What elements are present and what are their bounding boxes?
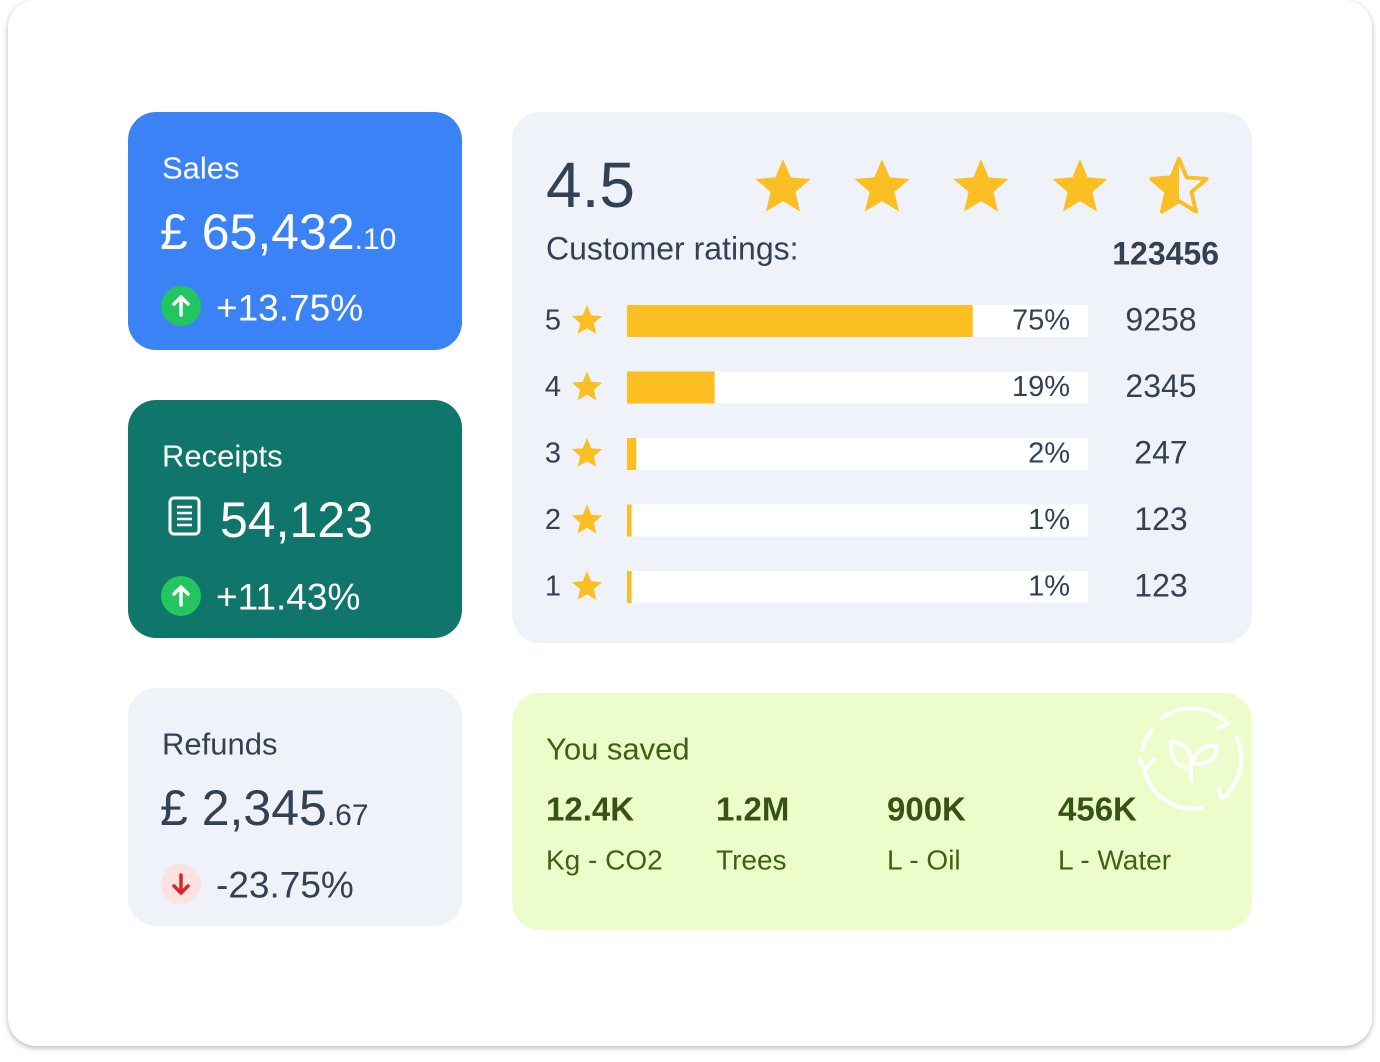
decimals: .67 <box>326 799 369 832</box>
decimals: .10 <box>354 223 397 256</box>
recycle-icon <box>1138 706 1244 811</box>
amount: £ 65,432 <box>160 204 355 260</box>
down-badge <box>161 864 201 904</box>
sales-card: Sales £ 65,432.10 +13.75% <box>128 112 462 350</box>
refunds-change: -23.75% <box>216 864 354 906</box>
sales-amount: £ 65,432.10 <box>160 207 396 257</box>
sales-change: +13.75% <box>216 287 364 329</box>
savings-card: You saved <box>512 693 1252 930</box>
receipt-icon <box>168 496 201 536</box>
ratings-card <box>512 112 1252 643</box>
refunds-card: Refunds £ 2,345.67 -23.75% <box>128 688 462 926</box>
refunds-amount: £ 2,345.67 <box>160 783 369 833</box>
refunds-label: Refunds <box>162 726 278 762</box>
receipts-amount: 54,123 <box>220 492 373 548</box>
receipts-card: Receipts 54,123 +11.43% <box>128 400 462 638</box>
savings-title: You saved <box>546 731 690 767</box>
amount: £ 2,345 <box>160 780 327 836</box>
receipts-change: +11.43% <box>216 576 361 618</box>
up-badge <box>161 286 201 326</box>
sales-label: Sales <box>162 150 240 186</box>
up-badge <box>161 576 201 616</box>
receipts-label: Receipts <box>162 438 283 474</box>
